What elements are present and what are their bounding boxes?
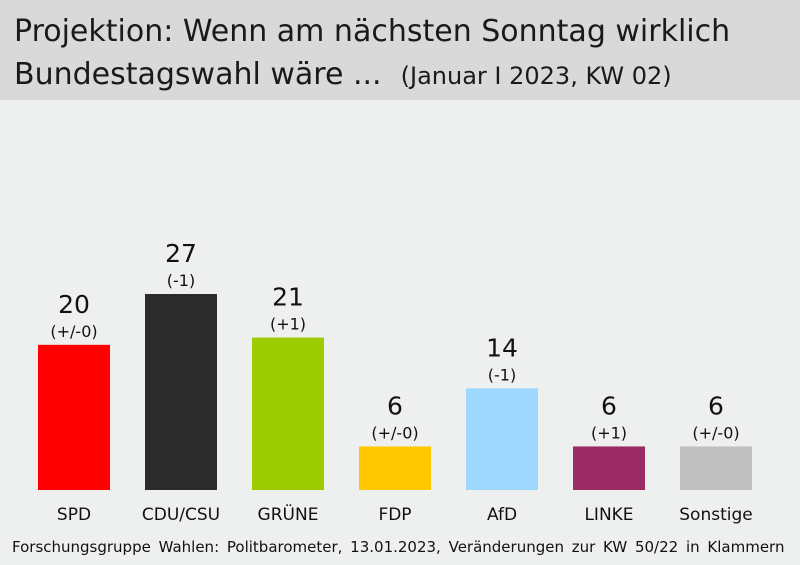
category-label: Sonstige	[679, 505, 752, 525]
value-label: 6	[601, 391, 617, 420]
change-label: (-1)	[167, 271, 195, 290]
chart-title-line2: Bundestagswahl wäre ... (Januar I 2023, …	[14, 57, 672, 92]
bar-chart: (+/-0) 20 SPD (-1) 27 CDU/CSU (+1) 21 GRÜNE (+/-0…	[38, 239, 753, 525]
title-header: Projektion: Wenn am nächsten Sonntag wir…	[0, 0, 800, 100]
category-label: SPD	[57, 505, 91, 525]
chart-title-line2-text: Bundestagswahl wäre ...	[14, 57, 382, 92]
change-label: (+/-0)	[50, 322, 97, 341]
value-label: 6	[708, 391, 724, 420]
category-label: GRÜNE	[258, 503, 319, 525]
category-label: FDP	[378, 505, 411, 525]
change-label: (+/-0)	[692, 423, 739, 442]
source-note: Forschungsgruppe Wahlen: Politbarometer,…	[12, 538, 785, 556]
bar-linke	[573, 446, 645, 490]
bar-cdu-csu	[145, 294, 217, 490]
bar-afd	[466, 388, 538, 490]
category-label: CDU/CSU	[142, 505, 220, 525]
value-label: 27	[165, 239, 197, 268]
chart-title-line1: Projektion: Wenn am nächsten Sonntag wir…	[14, 14, 731, 49]
change-label: (+1)	[591, 423, 627, 442]
bar-gr-ne	[252, 337, 324, 490]
bar-fdp	[359, 446, 431, 490]
chart-subtitle: (Januar I 2023, KW 02)	[400, 62, 672, 90]
value-label: 6	[387, 391, 403, 420]
change-label: (-1)	[488, 365, 516, 384]
bar-sonstige	[680, 446, 752, 490]
value-label: 21	[272, 283, 304, 312]
category-label: LINKE	[584, 505, 633, 525]
category-label: AfD	[487, 505, 517, 525]
value-label: 20	[58, 290, 90, 319]
change-label: (+/-0)	[371, 423, 418, 442]
change-label: (+1)	[270, 315, 306, 334]
value-label: 14	[486, 333, 518, 362]
bar-spd	[38, 344, 110, 490]
